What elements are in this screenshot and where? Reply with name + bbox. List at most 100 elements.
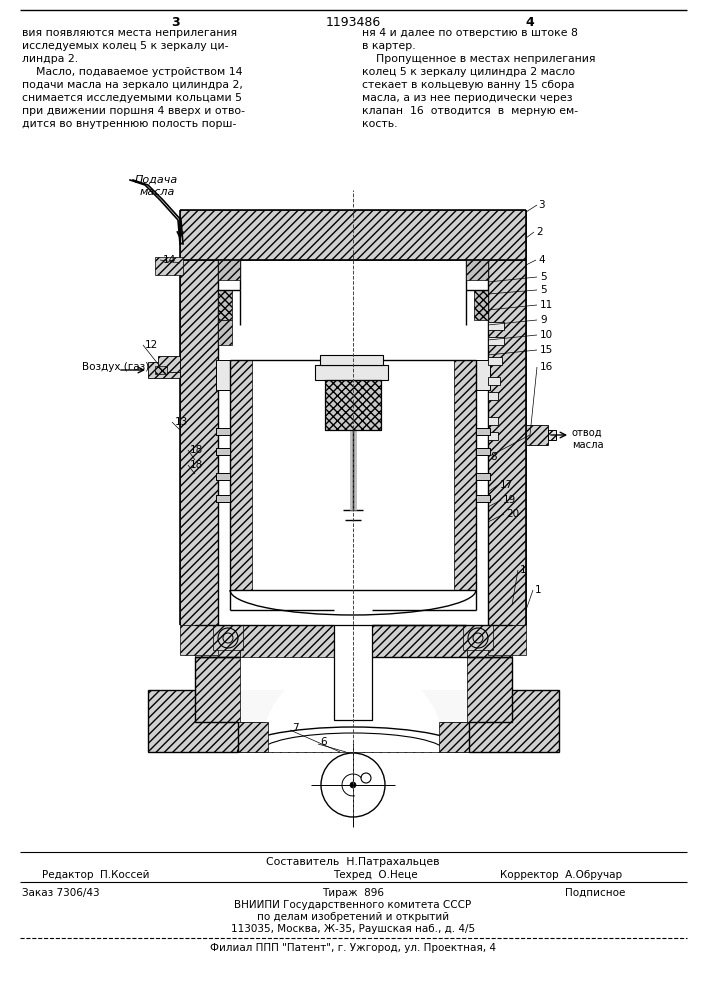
Text: вия появляются места неприлегания: вия появляются места неприлегания [22,28,237,38]
Text: 2: 2 [536,227,543,237]
Bar [476,448,490,455]
Text: 1: 1 [535,585,542,595]
Bar [488,357,502,365]
Bar [195,625,240,657]
Bar [238,722,469,752]
Text: 8: 8 [490,452,496,462]
Bar [466,260,488,280]
Text: 9: 9 [540,315,547,325]
Bar [148,362,180,378]
Text: 5: 5 [540,285,547,295]
Bar [148,690,238,752]
Text: Редактор  П.Коссей: Редактор П.Коссей [42,870,149,880]
Text: Корректор  А.Обручар: Корректор А.Обручар [500,870,622,880]
Bar [216,448,230,455]
Text: линдра 2.: линдра 2. [22,54,78,64]
Text: масла, а из нее периодически через: масла, а из нее периодически через [362,93,573,103]
Text: дится во внутреннюю полость порш-: дится во внутреннюю полость порш- [22,119,236,129]
Text: 5: 5 [540,272,547,282]
Bar [216,473,230,480]
Bar [195,657,240,722]
Bar [488,625,526,655]
Text: Заказ 7306/43: Заказ 7306/43 [22,888,100,898]
Bar [238,690,469,752]
Text: клапан  16  отводится  в  мерную ем-: клапан 16 отводится в мерную ем- [362,106,578,116]
Text: Масло, подаваемое устройством 14: Масло, подаваемое устройством 14 [22,67,243,77]
Text: Филиал ППП "Патент", г. Ужгород, ул. Проектная, 4: Филиал ППП "Патент", г. Ужгород, ул. Про… [210,943,496,953]
Bar [548,430,556,440]
Text: 10: 10 [540,330,553,340]
Text: по делам изобретений и открытий: по делам изобретений и открытий [257,912,449,922]
Bar [488,392,498,400]
Text: Пропущенное в местах неприлегания: Пропущенное в местах неприлегания [362,54,595,64]
Text: 4: 4 [525,16,534,29]
Bar [526,425,548,445]
Text: Воздух (газ): Воздух (газ) [82,362,149,372]
Text: 1193486: 1193486 [325,16,380,29]
Text: 4: 4 [538,255,544,265]
Text: Подписное: Подписное [565,888,626,898]
Text: масла: масла [140,187,175,197]
Text: 15: 15 [540,345,554,355]
Text: Тираж  896: Тираж 896 [322,888,384,898]
Bar [334,625,372,720]
Bar [476,495,490,502]
Bar [476,473,490,480]
Bar [463,625,493,650]
Bar [180,260,218,625]
Bar [240,625,335,657]
Text: 12: 12 [145,340,158,350]
Text: Составитель  Н.Патрахальцев: Составитель Н.Патрахальцев [267,857,440,867]
Text: колец 5 к зеркалу цилиндра 2 масло: колец 5 к зеркалу цилиндра 2 масло [362,67,575,77]
Text: отвод: отвод [572,428,602,438]
Text: стекает в кольцевую ванну 15 сбора: стекает в кольцевую ванну 15 сбора [362,80,575,90]
Bar [155,366,167,374]
Bar [230,360,476,590]
Bar [230,360,252,590]
Bar [320,355,383,365]
Text: 18: 18 [190,445,203,455]
Text: 3: 3 [170,16,180,29]
Bar [476,360,490,390]
Bar [180,625,218,655]
Bar [488,417,498,425]
Bar [213,625,243,650]
Bar [218,320,232,345]
Bar [216,428,230,435]
Bar [488,337,504,345]
Bar [158,356,180,372]
Text: 19: 19 [503,495,516,505]
Text: 14: 14 [163,255,176,265]
Bar [454,360,476,590]
Bar [238,722,268,752]
Bar [315,365,388,380]
Bar [218,290,232,320]
Bar [467,657,512,722]
Text: 7: 7 [292,723,298,733]
Bar [216,495,230,502]
Text: 1: 1 [520,565,527,575]
Text: 18: 18 [190,460,203,470]
Bar [467,625,512,657]
Bar [474,290,488,320]
Bar [488,377,500,385]
Bar [216,360,230,390]
Bar [488,322,504,330]
Text: 11: 11 [540,300,554,310]
Text: ня 4 и далее по отверстию в штоке 8: ня 4 и далее по отверстию в штоке 8 [362,28,578,38]
Text: при движении поршня 4 вверх и отво-: при движении поршня 4 вверх и отво- [22,106,245,116]
Text: Подача: Подача [135,175,178,185]
Text: Техред  О.Неце: Техред О.Неце [333,870,418,880]
Bar [334,625,372,720]
Text: исследуемых колец 5 к зеркалу ци-: исследуемых колец 5 к зеркалу ци- [22,41,228,51]
Text: 17: 17 [500,480,513,490]
Bar [372,625,467,657]
Bar [469,690,559,752]
Bar [439,722,469,752]
Bar [325,380,381,430]
Text: 113035, Москва, Ж-35, Раушская наб., д. 4/5: 113035, Москва, Ж-35, Раушская наб., д. … [231,924,475,934]
Text: 6: 6 [320,737,327,747]
Text: подачи масла на зеркало цилиндра 2,: подачи масла на зеркало цилиндра 2, [22,80,243,90]
Bar [334,625,372,720]
Text: 13: 13 [175,417,188,427]
